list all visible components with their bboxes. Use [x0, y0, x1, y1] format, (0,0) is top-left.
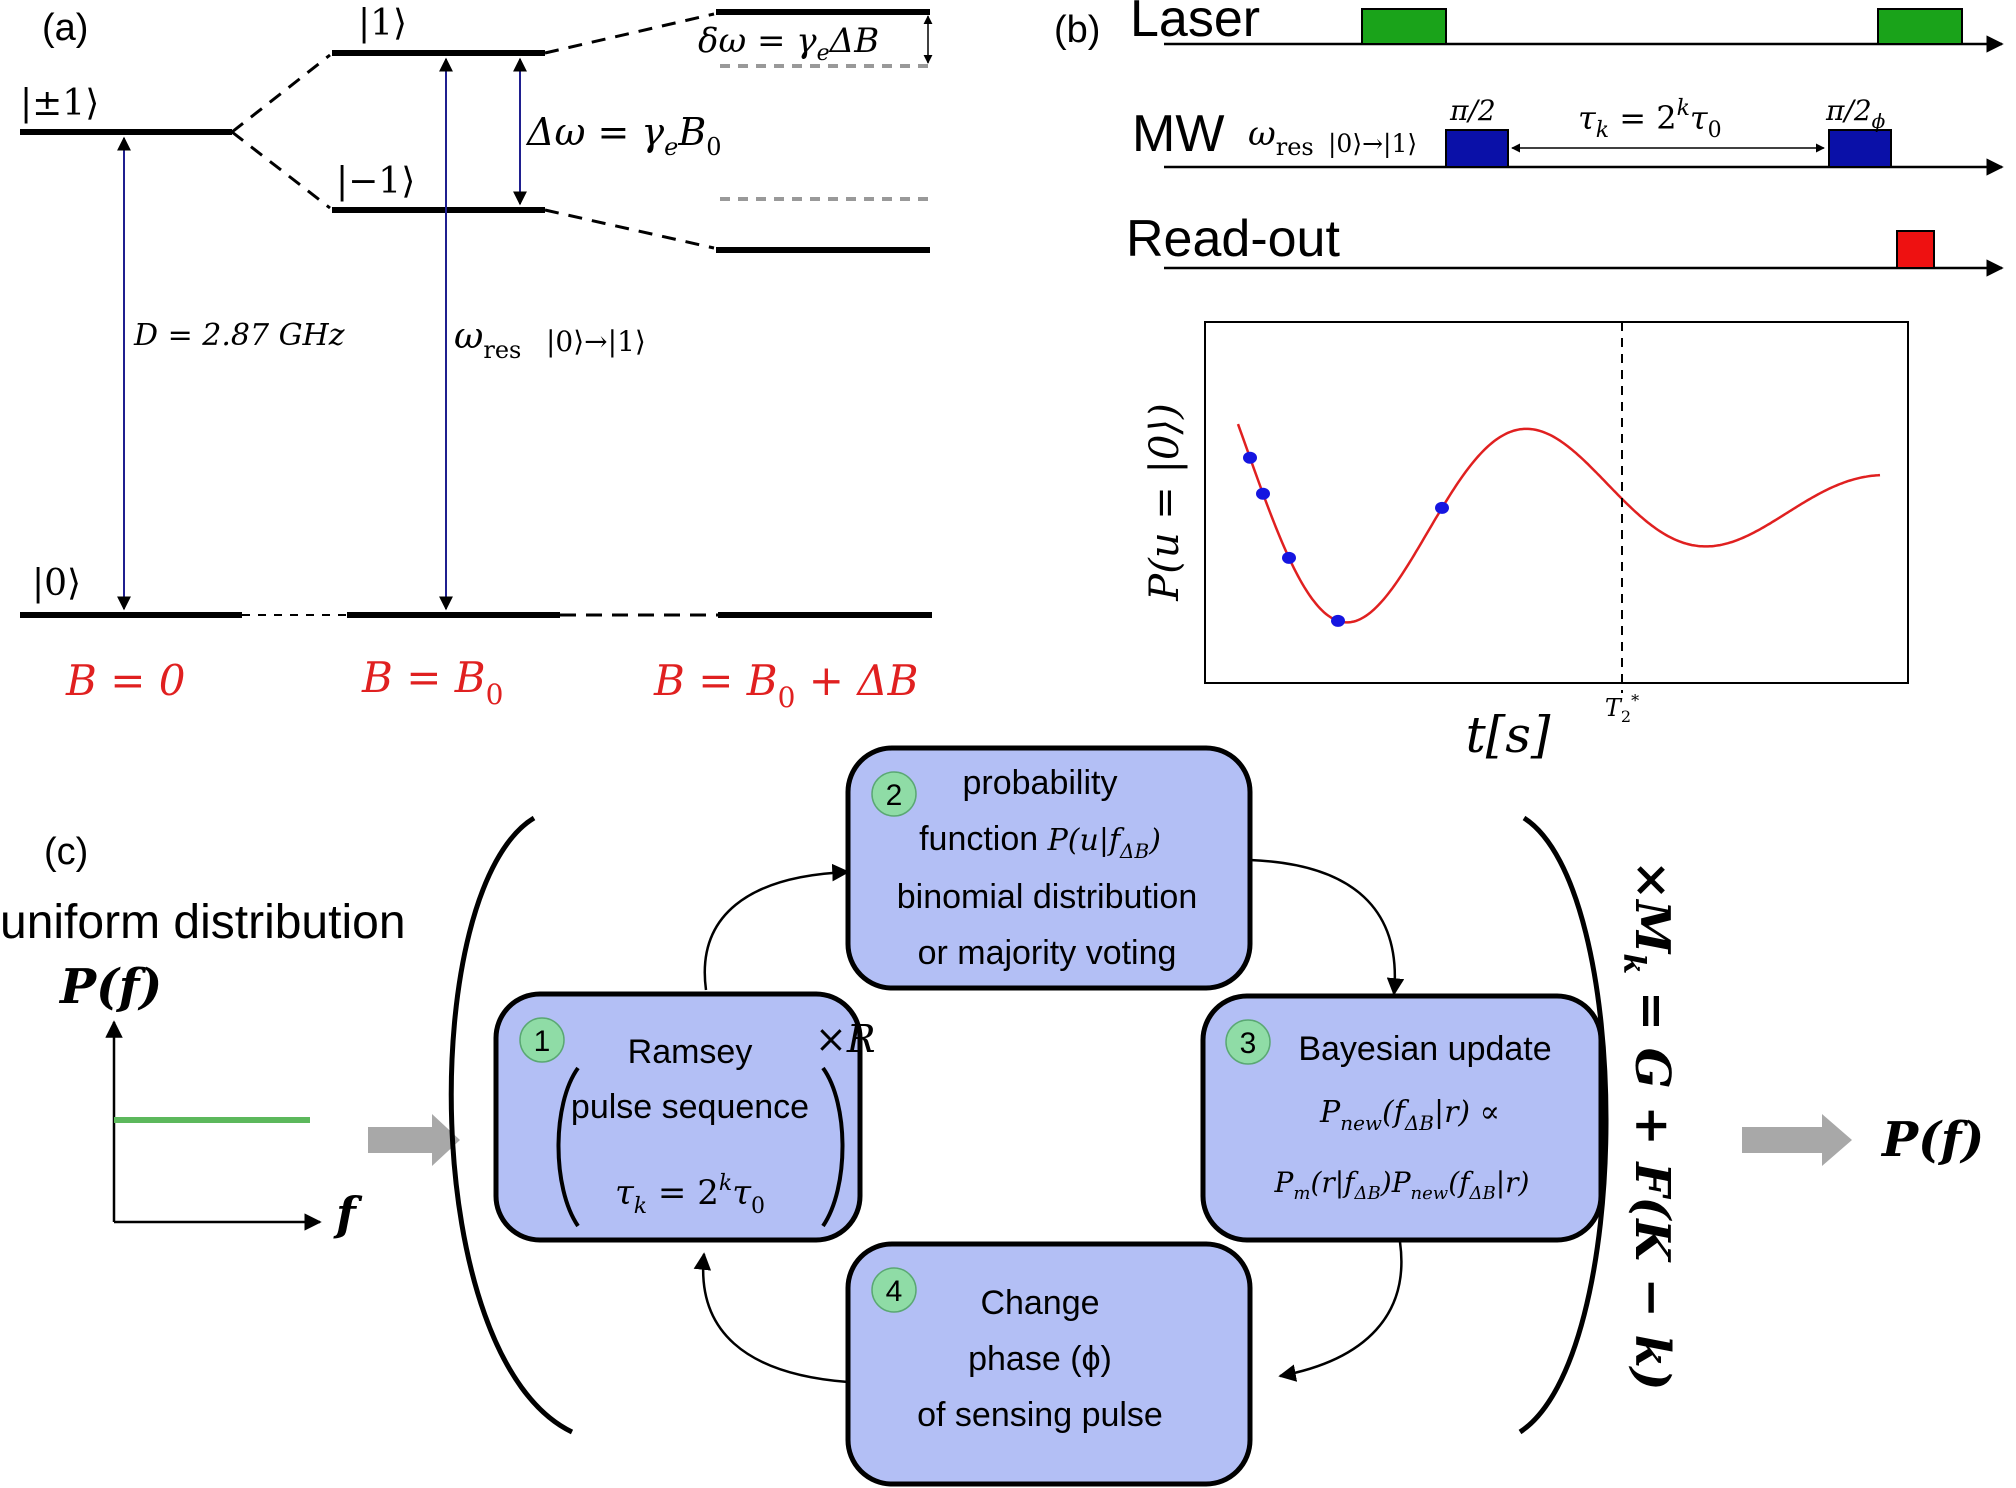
- loop-arrow-1-2: [703, 863, 850, 991]
- res-transition: |0⟩→|1⟩: [546, 325, 646, 358]
- box-frame: [845, 745, 1253, 991]
- step-box-change-phase[interactable]: 4 Change phase (ϕ) of sensing pulse: [845, 1241, 1253, 1487]
- panel-a-label: (a): [42, 7, 88, 49]
- step-number-badge: [1225, 1019, 1271, 1065]
- loop-arrow-4-1: [693, 1252, 849, 1384]
- step-number-badge: [519, 1017, 565, 1063]
- step-number: 4: [886, 1275, 903, 1308]
- measurement-point: [1256, 487, 1270, 500]
- ramsey-points: [1243, 451, 1449, 627]
- connector: [544, 12, 715, 55]
- measurement-point: [1331, 614, 1345, 627]
- pulse1-label: π/2: [1449, 94, 1496, 127]
- row-label-laser: Laser: [1130, 0, 1260, 48]
- shift-label: δω = γeΔB: [698, 21, 879, 66]
- res-omega: ωres: [454, 316, 521, 364]
- mw-pulse-pi2: [1445, 129, 1509, 168]
- box4-line3: of sensing pulse: [917, 1396, 1163, 1434]
- uniform-title: uniform distribution: [0, 896, 406, 949]
- field-label-b2: B = B0 + ΔB: [653, 656, 919, 714]
- step-number-badge: [871, 771, 917, 817]
- ramsey-curve: [1236, 423, 1881, 624]
- step-number-badge: [871, 1267, 917, 1313]
- box-frame: [1200, 993, 1604, 1243]
- loop-arrow-3-4: [1278, 1241, 1403, 1382]
- laser-pulse: [1877, 8, 1963, 45]
- mw-pulse-pi2-phase: [1828, 129, 1892, 168]
- prior-label: P(f): [58, 959, 162, 1015]
- pulse2-label: π/2ϕ: [1825, 94, 1886, 133]
- panel-c-label: (c): [44, 831, 88, 873]
- plot-frame: [1204, 321, 1909, 684]
- box1-line2: pulse sequence: [571, 1088, 809, 1126]
- box3-line1: Bayesian update: [1298, 1030, 1551, 1068]
- step-box-probability[interactable]: 2 probability function P(u|fΔB) binomial…: [845, 745, 1253, 991]
- box2-line1: probability: [963, 764, 1118, 802]
- step-number: 2: [886, 779, 903, 812]
- connector: [231, 130, 331, 210]
- box-frame: [493, 991, 863, 1243]
- label-plus1: |1⟩: [358, 3, 407, 44]
- box2-line3: binomial distribution: [897, 878, 1198, 916]
- label-minus1: |−1⟩: [336, 161, 415, 202]
- step-box-bayesian-update[interactable]: 3 Bayesian update Pnew(fΔB|r) ∝ Pm(r|fΔB…: [1200, 993, 1604, 1243]
- step-box-ramsey[interactable]: 1 Ramsey pulse sequence τk = 2kτ0 ×R: [493, 991, 875, 1243]
- readout-pulse: [1896, 230, 1935, 269]
- box2-line4: or majority voting: [918, 934, 1177, 972]
- box1-left-paren: [556, 1066, 580, 1228]
- repetition-formula: ×Mk = G + F(K − k): [1616, 860, 1680, 1391]
- input-arrow: [368, 1114, 460, 1166]
- box2-line2: function P(u|fΔB): [919, 820, 1161, 863]
- label-zero: |0⟩: [32, 563, 81, 604]
- box4-line1: Change: [980, 1284, 1099, 1322]
- row-label-readout: Read-out: [1126, 210, 1340, 268]
- measurement-point: [1282, 551, 1296, 564]
- ramsey-plot: T2* t[s] P(u = |0⟩): [1142, 321, 1909, 764]
- connector: [231, 53, 331, 134]
- mw-omega: ωres: [1248, 114, 1314, 161]
- panel-b: (b) Laser MW ωres |0⟩→|1⟩ π/2 π/2ϕ τk = …: [1054, 0, 2004, 764]
- box1-tau: τk = 2kτ0: [615, 1171, 765, 1219]
- step-number: 1: [534, 1025, 551, 1058]
- box4-line2: phase (ϕ): [968, 1340, 1112, 1378]
- row-label-mw: MW: [1132, 105, 1224, 163]
- splitting-label: Δω = γeB0: [525, 110, 722, 161]
- measurement-point: [1435, 501, 1449, 514]
- box3-line3: Pm(r|fΔB)Pnew(fΔB|r): [1274, 1166, 1530, 1204]
- step-number: 3: [1240, 1027, 1257, 1060]
- box1-repeat: ×R: [815, 1017, 875, 1061]
- label-pm1: |±1⟩: [20, 83, 99, 124]
- zfs-label: D = 2.87 GHz: [133, 318, 345, 353]
- output-arrow: [1742, 1114, 1852, 1166]
- box1-right-paren: [821, 1066, 845, 1228]
- field-label-b1: B = B0: [361, 653, 503, 711]
- box3-line2: Pnew(fΔB|r) ∝: [1319, 1095, 1500, 1135]
- prior-axis-label: f: [333, 1187, 363, 1241]
- tau-label: τk = 2kτ0: [1578, 96, 1722, 143]
- posterior-label: P(f): [1880, 1112, 1984, 1168]
- connector: [544, 208, 715, 250]
- panel-b-label: (b): [1054, 9, 1100, 51]
- mw-transition: |0⟩→|1⟩: [1328, 129, 1417, 159]
- loop-arrow-2-3: [1249, 858, 1405, 996]
- box1-line1: Ramsey: [628, 1033, 753, 1071]
- laser-pulse: [1361, 8, 1447, 45]
- panel-c: (c) uniform distribution P(f) f 1 Ramsey…: [0, 745, 1984, 1487]
- right-bracket: [1518, 815, 1609, 1435]
- measurement-point: [1243, 451, 1257, 464]
- box-frame: [845, 1241, 1253, 1487]
- panel-a: (a) |±1⟩ |1⟩ |−1⟩ |0⟩ D = 2.87 GHz ωres: [20, 3, 933, 714]
- plot-ylabel: P(u = |0⟩): [1142, 403, 1188, 601]
- field-label-b0: B = 0: [65, 656, 185, 705]
- plot-xlabel: t[s]: [1466, 706, 1551, 764]
- t2-label: T2*: [1605, 691, 1639, 726]
- left-bracket: [448, 815, 574, 1435]
